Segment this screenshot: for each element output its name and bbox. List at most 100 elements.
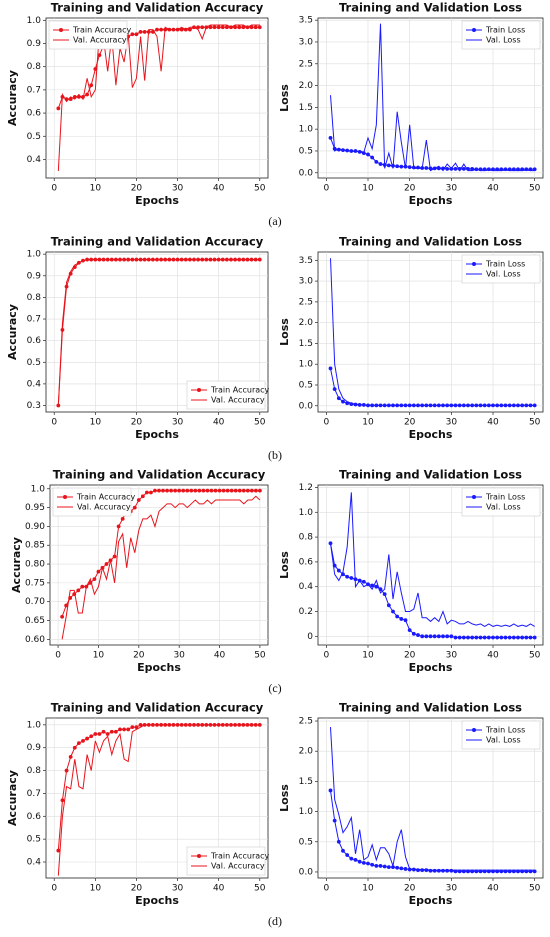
x-tick-label: 30: [446, 884, 458, 894]
data-point: [161, 488, 165, 493]
data-point: [332, 818, 337, 823]
y-tick-label: 0.80: [25, 560, 45, 570]
data-point: [491, 635, 495, 640]
y-tick-label: 1.5: [299, 103, 313, 113]
x-tick-label: 50: [529, 418, 541, 428]
data-point: [229, 488, 234, 493]
x-axis-label: Epochs: [135, 428, 179, 441]
data-point: [113, 729, 118, 734]
data-point: [366, 152, 370, 157]
data-point: [441, 634, 445, 639]
series-line: [330, 258, 535, 406]
y-tick-label: 0.6: [299, 557, 314, 567]
x-tick-label: 30: [172, 418, 184, 428]
data-point: [503, 635, 508, 640]
data-point: [130, 32, 135, 37]
x-tick-label: 0: [51, 884, 57, 894]
legend-label: Val. Accuracy: [211, 862, 265, 871]
x-tick-label: 40: [487, 184, 499, 194]
data-point: [165, 488, 169, 493]
data-point: [116, 524, 121, 529]
y-tick-label: 2.5: [299, 297, 313, 307]
x-tick-label: 20: [404, 184, 416, 194]
legend-label: Val. Accuracy: [73, 36, 127, 45]
data-point: [532, 635, 537, 640]
y-tick-label: 0.9: [27, 271, 42, 281]
data-point: [56, 106, 61, 111]
data-point: [189, 488, 194, 493]
data-point: [142, 30, 147, 34]
data-point: [60, 798, 65, 803]
data-point: [378, 162, 383, 166]
x-tick-label: 10: [362, 184, 374, 194]
data-point: [56, 848, 61, 853]
data-point: [428, 634, 433, 639]
data-point: [374, 584, 379, 589]
data-point: [140, 494, 145, 499]
data-point: [132, 505, 137, 510]
data-point: [196, 25, 201, 30]
x-tick-label: 40: [214, 651, 226, 661]
legend-box: [461, 20, 541, 50]
data-point: [112, 554, 117, 559]
data-point: [249, 488, 254, 493]
data-point: [432, 868, 437, 873]
x-tick-label: 40: [213, 418, 225, 428]
data-point: [76, 588, 81, 593]
chart: 0 10 20 30 40 50 0.60 0.65 0.70 0.75 0.80 0.85 0.90 0…: [10, 468, 269, 674]
x-tick-label: 20: [131, 184, 143, 194]
data-point: [370, 155, 375, 160]
data-point: [93, 732, 98, 736]
x-axis-label: Epochs: [409, 194, 453, 207]
data-point: [241, 25, 246, 30]
data-point: [216, 25, 221, 30]
y-tick-label: 0.4: [299, 582, 314, 592]
data-point: [411, 631, 416, 636]
y-tick-label: 0.7: [27, 789, 41, 799]
data-point: [85, 736, 90, 741]
data-point: [432, 634, 437, 639]
y-tick-label: 0.5: [299, 146, 313, 156]
legend-marker: [472, 728, 476, 732]
x-axis-label: Epochs: [409, 661, 453, 674]
x-tick-label: 20: [404, 651, 416, 661]
x-tick-label: 0: [51, 418, 57, 428]
y-tick-label: 3.0: [299, 277, 314, 287]
data-point: [416, 633, 420, 637]
data-point: [177, 488, 182, 493]
panel-label: (a): [268, 214, 281, 228]
data-point: [179, 27, 184, 32]
y-tick-label: 0.70: [25, 597, 45, 607]
data-point: [253, 488, 258, 493]
y-tick-label: 0.4: [27, 155, 42, 165]
data-point: [395, 865, 400, 870]
series-line: [57, 24, 260, 172]
legend-label: Val. Loss: [486, 270, 521, 279]
data-point: [386, 603, 391, 608]
data-point: [212, 25, 217, 30]
data-point: [361, 579, 366, 584]
data-point: [361, 861, 366, 865]
x-tick-label: 40: [487, 884, 499, 894]
y-tick-label: 0.0: [299, 401, 314, 411]
data-point: [357, 859, 362, 864]
chart-title: Training and Validation Accuracy: [51, 701, 264, 715]
data-point: [466, 635, 470, 640]
data-point: [403, 618, 408, 623]
x-tick-label: 50: [529, 651, 541, 661]
x-tick-label: 30: [446, 418, 458, 428]
x-tick-label: 10: [362, 418, 374, 428]
series-line: [330, 727, 535, 871]
data-point: [134, 725, 139, 730]
data-point: [499, 635, 504, 640]
data-point: [68, 754, 73, 759]
y-tick-label: 1.0: [27, 720, 42, 730]
legend-box: [186, 846, 266, 876]
data-point: [449, 868, 454, 873]
data-point: [241, 488, 246, 493]
y-tick-label: 0.4: [27, 858, 42, 868]
data-point: [81, 738, 85, 743]
data-point: [213, 488, 218, 493]
legend-label: Train Loss: [485, 726, 525, 735]
data-point: [64, 603, 69, 608]
